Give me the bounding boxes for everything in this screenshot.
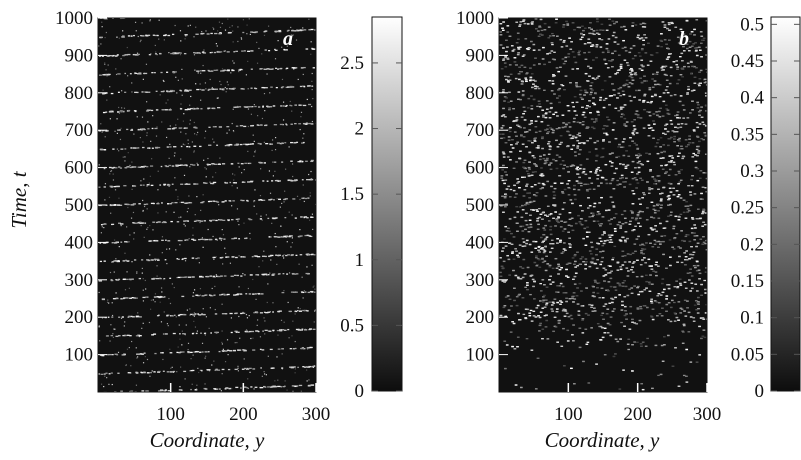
- streak: [105, 328, 316, 338]
- y-tick-label: 600: [466, 158, 495, 179]
- x-tick-label: 300: [302, 404, 331, 425]
- speckle: [499, 18, 707, 392]
- y-tick-label: 800: [65, 83, 94, 104]
- x-axis-label-a: Coordinate, y: [150, 428, 265, 452]
- colorbar-tick-label: 0.4: [740, 88, 764, 109]
- streak: [98, 197, 310, 207]
- y-ticks-b: 100 200 300 400 500 600 700 800 900 1000: [456, 8, 508, 366]
- y-tick-label: 200: [65, 307, 94, 328]
- colorbar-a: [371, 16, 403, 392]
- y-axis-label-a: Time, t: [7, 170, 31, 228]
- streak: [98, 272, 310, 282]
- x-tick-label: 100: [156, 404, 185, 425]
- colorbar-tick-label: 1.5: [340, 184, 364, 205]
- colorbar-tick-label: 0.15: [731, 271, 764, 292]
- streak: [98, 365, 316, 375]
- streak: [98, 66, 315, 76]
- colorbar-tick-label: 0.05: [731, 344, 764, 365]
- y-tick-label: 700: [466, 120, 495, 141]
- panel-letter-b: b: [679, 28, 689, 50]
- heatmap-background: [499, 18, 707, 392]
- colorbar-tick-label: 1: [355, 250, 365, 271]
- x-tick-label: 200: [229, 404, 258, 425]
- streak: [102, 85, 314, 95]
- x-tick-label: 100: [554, 404, 583, 425]
- panel-a: 100 200 300 400 500 600 700 800 900 1000 100 200 30…: [7, 8, 403, 452]
- speckle: [98, 18, 316, 392]
- x-ticks-b: 100 200 300: [554, 383, 721, 425]
- y-tick-label: 300: [466, 270, 495, 291]
- y-tick-label: 500: [65, 195, 94, 216]
- colorbar-tick-label: 2: [355, 119, 365, 140]
- y-tick-label: 1000: [456, 8, 494, 29]
- y-tick-label: 300: [65, 270, 94, 291]
- streak: [102, 103, 312, 114]
- x-tick-label: 200: [623, 404, 652, 425]
- panel-b: 100 200 300 400 500 600 700 800 900 1000 100 200 30…: [456, 8, 801, 452]
- y-tick-label: 500: [466, 195, 495, 216]
- y-tick-label: 200: [466, 307, 495, 328]
- y-tick-label: 400: [65, 232, 94, 253]
- y-tick-label: 100: [65, 345, 94, 366]
- streak: [104, 309, 316, 319]
- colorbar-tick-label: 0.35: [731, 124, 764, 145]
- streak: [103, 384, 315, 392]
- streak: [107, 403, 313, 411]
- colorbar-tick-label: 0: [755, 381, 765, 402]
- streak: [98, 178, 316, 188]
- y-tick-label: 600: [65, 158, 94, 179]
- x-ticks-a: 100 200 300: [156, 383, 330, 425]
- colorbar-tick-label: 0.5: [340, 315, 364, 336]
- panel-letter-a: a: [283, 28, 293, 50]
- heatmap-b: [499, 18, 707, 392]
- colorbar-tick-label: 0: [355, 381, 365, 402]
- y-tick-label: 1000: [55, 8, 93, 29]
- y-tick-label: 800: [466, 83, 495, 104]
- streak: [99, 140, 316, 151]
- y-tick-label: 900: [466, 45, 495, 66]
- streak: [103, 159, 314, 170]
- streak: [99, 28, 316, 39]
- colorbar-tick-label: 0.25: [731, 198, 764, 219]
- y-tick-label: 700: [65, 120, 94, 141]
- colorbar-tick-label: 0.45: [731, 51, 764, 72]
- heatmap-a: [98, 18, 316, 411]
- streak: [101, 290, 316, 301]
- y-tick-label: 900: [65, 45, 94, 66]
- colorbar-tick-label: 0.1: [740, 308, 764, 329]
- y-tick-label: 400: [466, 232, 495, 253]
- streak: [98, 47, 316, 58]
- x-axis-label-b: Coordinate, y: [545, 428, 660, 452]
- colorbar-ticks-a: 0 0.5 1 1.5 2 2.5: [340, 53, 402, 402]
- streak: [99, 253, 316, 263]
- colorbar-b: [770, 16, 801, 392]
- y-ticks-a: 100 200 300 400 500 600 700 800 900 1000: [55, 8, 107, 366]
- colorbar-ticks-b: 0 0.05 0.1 0.15 0.2 0.25 0.3 0.35 0.4 0.45 0.5: [731, 14, 800, 402]
- x-tick-label: 300: [693, 404, 722, 425]
- colorbar-tick-label: 0.2: [740, 234, 764, 255]
- colorbar-tick-label: 0.5: [740, 14, 764, 35]
- streak: [98, 122, 316, 132]
- colorbar-tick-label: 2.5: [340, 53, 364, 74]
- colorbar-tick-label: 0.3: [740, 161, 764, 182]
- streak: [100, 216, 314, 226]
- y-tick-label: 100: [466, 345, 495, 366]
